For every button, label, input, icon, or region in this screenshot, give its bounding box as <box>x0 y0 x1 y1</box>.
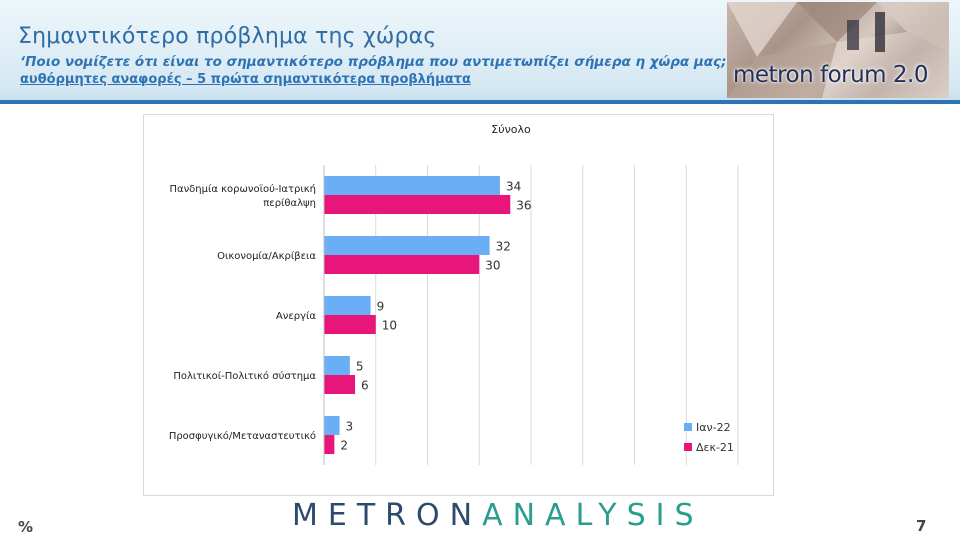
category-label: Οικονομία/Ακρίβεια <box>217 250 316 262</box>
response-note: αυθόρμητες αναφορές – 5 πρώτα σημαντικότ… <box>20 72 471 87</box>
bar <box>324 255 480 274</box>
forum-logo-text: metron forum 2.0 <box>733 62 928 88</box>
bar <box>324 375 356 394</box>
bar <box>324 356 350 375</box>
bar <box>324 296 371 315</box>
category-label-line: Πανδημία κορωνοϊού-Ιατρική <box>169 183 316 195</box>
header-divider <box>0 100 960 104</box>
legend-swatch <box>684 423 692 431</box>
data-label: 3 <box>346 420 354 434</box>
question-subtitle: ‘Ποιο νομίζετε ότι είναι το σημαντικότερ… <box>20 54 732 70</box>
category-label: Πολιτικοί-Πολιτικό σύστημα <box>173 370 316 382</box>
data-label: 10 <box>382 319 397 333</box>
brand-metron: METRON <box>292 498 483 533</box>
category-label-line: Πολιτικοί-Πολιτικό σύστημα <box>173 370 316 382</box>
chart-title: Σύνολο <box>491 123 531 136</box>
data-label: 9 <box>377 300 385 314</box>
forum-logo-image: metron forum 2.0 <box>727 2 949 98</box>
brand-analysis: ANALYSIS <box>482 498 704 533</box>
category-label-line: Προσφυγικό/Μεταναστευτικό <box>169 430 316 442</box>
metron-analysis-logo: METRONANALYSIS <box>292 498 704 533</box>
category-label-line: Οικονομία/Ακρίβεια <box>217 250 316 262</box>
bar <box>324 195 511 214</box>
bar <box>324 176 500 195</box>
data-label: 36 <box>516 199 531 213</box>
unit-label: % <box>18 518 34 536</box>
data-label: 2 <box>340 439 348 453</box>
legend-swatch <box>684 443 692 451</box>
bar <box>324 236 490 255</box>
chart-panel: Σύνολο 34 36 Πανδημία κορωνοϊού-Ιατρική περί… <box>143 114 774 496</box>
data-label: 6 <box>361 379 369 393</box>
bar <box>324 416 340 435</box>
bar <box>324 315 376 334</box>
legend-label: Ιαν-22 <box>696 421 731 434</box>
category-label-line: περίθαλψη <box>263 197 316 209</box>
photo-facets <box>727 2 949 98</box>
page-number: 7 <box>916 517 927 535</box>
category-label: Προσφυγικό/Μεταναστευτικό <box>169 430 316 442</box>
data-label: 5 <box>356 360 364 374</box>
category-label: Ανεργία <box>276 310 316 322</box>
category-label-line: Ανεργία <box>276 310 316 322</box>
page-title: Σημαντικότερο πρόβλημα της χώρας <box>18 24 437 49</box>
data-label: 30 <box>485 259 500 273</box>
legend-label: Δεκ-21 <box>696 441 734 454</box>
bar <box>324 435 335 454</box>
data-label: 32 <box>496 240 511 254</box>
data-label: 34 <box>506 180 521 194</box>
category-label: Πανδημία κορωνοϊού-Ιατρική περίθαλψη <box>169 183 316 209</box>
